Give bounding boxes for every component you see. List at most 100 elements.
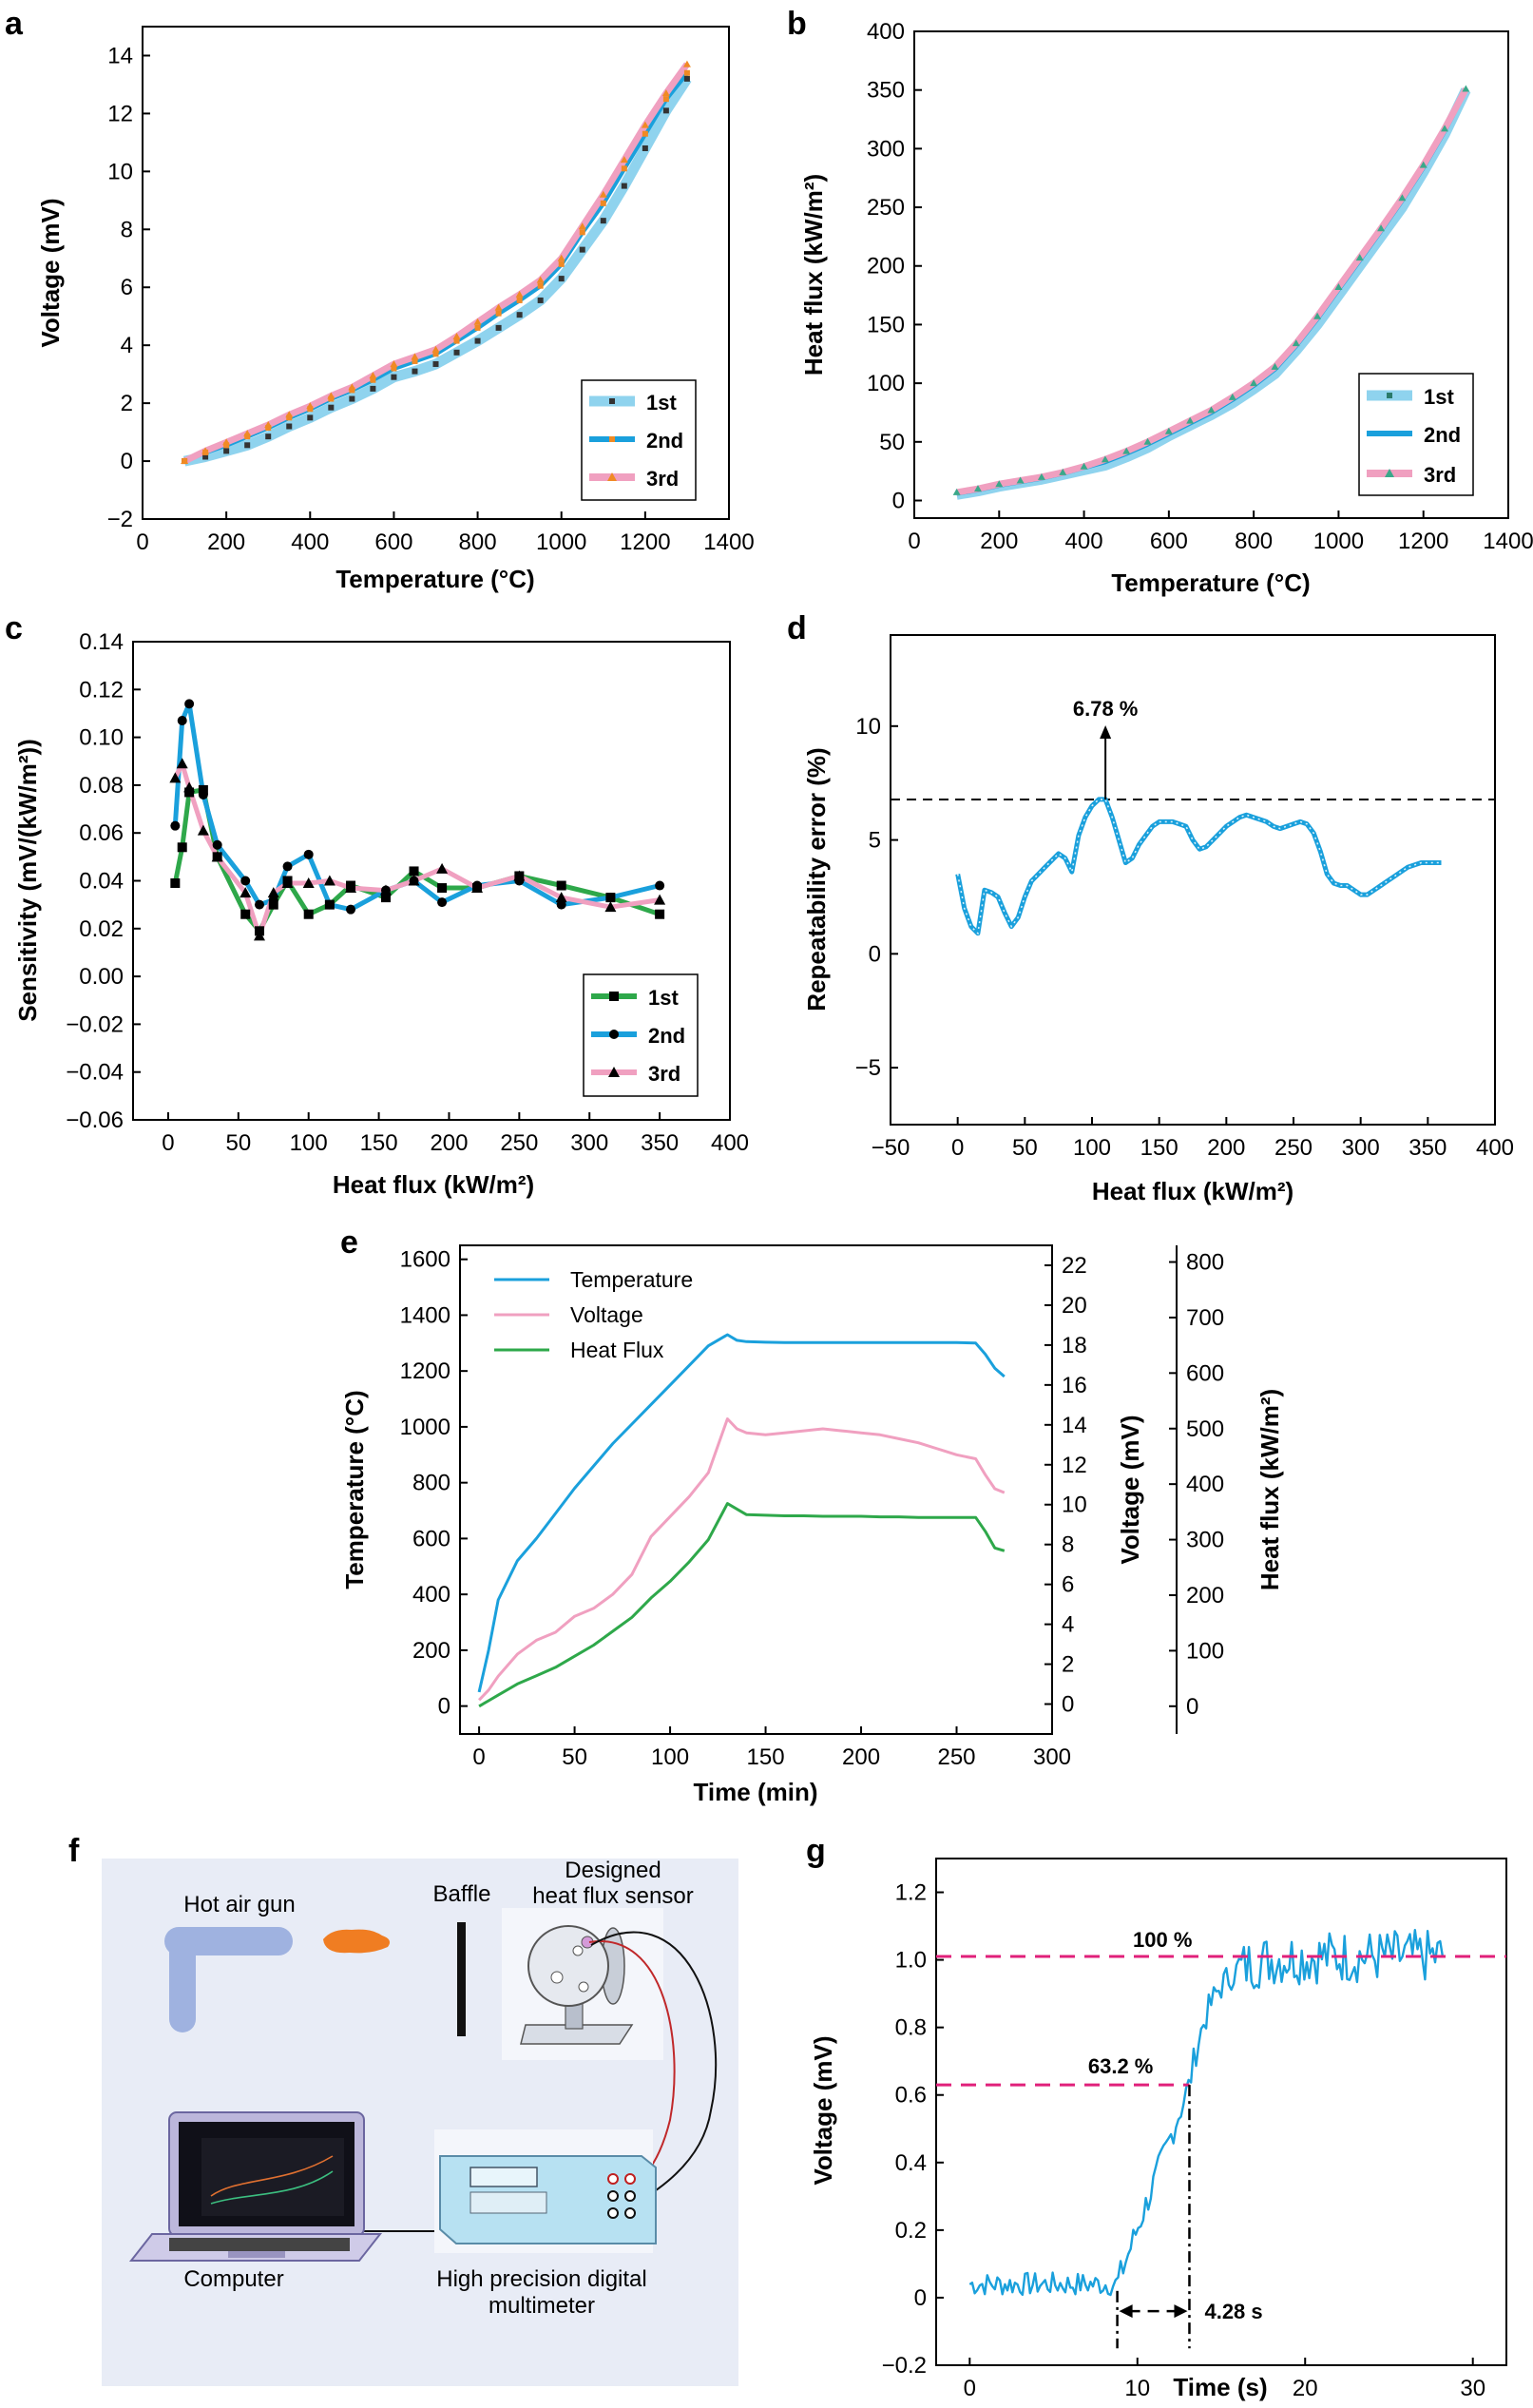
legend-label-b-2nd: 2nd [1424, 423, 1461, 447]
point-b-3rd [1441, 125, 1449, 132]
series-line-d-inner [956, 799, 1442, 935]
point-a-1st [307, 414, 314, 421]
y-tick-label-g: 1.0 [895, 1948, 927, 1974]
y-tick-label-b: 400 [867, 19, 905, 45]
point-b-3rd [1143, 437, 1152, 445]
y-tick-label-g: 0.8 [895, 2015, 927, 2041]
point-a-3rd [661, 89, 670, 97]
x-tick-label-c: 150 [360, 1130, 398, 1156]
panel-c-sensitivity: c 0 50 100 150 200 250 300 350 400 −0.06 −0.04 −0.0… [5, 610, 749, 1199]
point-a-1st [370, 385, 376, 392]
point-a-2nd [307, 406, 314, 413]
y-tick-label-e-volt: 6 [1062, 1572, 1074, 1598]
label-100-percent: 100 % [1133, 1928, 1192, 1952]
x-axis-label-g: Time (s) [1173, 2373, 1267, 2401]
x-tick-label-g: 10 [1124, 2376, 1150, 2401]
y-tick-label-e-volt: 8 [1062, 1532, 1074, 1558]
label-baffle: Baffle [433, 1881, 491, 1907]
x-tick-label-d: 150 [1140, 1135, 1178, 1161]
point-a-3rd [201, 447, 210, 454]
point-a-3rd [682, 60, 691, 67]
y-tick-label-e-temp: 0 [438, 1694, 450, 1720]
point-a-2nd [600, 200, 606, 206]
point-c-3rd [253, 930, 265, 941]
x-tick-label-d: 100 [1073, 1135, 1111, 1161]
y-tick-label-e-flux: 500 [1186, 1416, 1224, 1442]
label-63.2-percent: 63.2 % [1088, 2054, 1154, 2078]
legend-label-e-voltage: Voltage [570, 1302, 643, 1327]
marks-g [936, 1929, 1506, 2349]
point-c-3rd [513, 870, 526, 881]
y-tick-label-d: 5 [869, 828, 881, 854]
y-tick-label-e-temp: 1000 [400, 1415, 450, 1440]
point-b-3rd [1313, 312, 1322, 319]
panel-a-voltage-vs-temperature: a 0 200 400 600 800 1000 1200 1400−202468101214… [5, 6, 755, 593]
series-line-e-Heat Flux [478, 1502, 1006, 1708]
point-c-2nd [170, 820, 181, 831]
y-tick-label-b: 0 [892, 488, 905, 513]
point-a-1st [516, 312, 523, 318]
point-c-2nd [282, 861, 293, 872]
point-c-2nd [177, 715, 187, 725]
baffle-icon [457, 1922, 466, 2036]
y-tick-label-e-flux: 600 [1186, 1360, 1224, 1386]
y-axis-label-d: Repeatability error (%) [802, 747, 831, 1011]
point-c-2nd [346, 904, 356, 915]
point-c-3rd [379, 884, 392, 896]
point-c-3rd [345, 882, 357, 894]
legend-label-e-heatflux: Heat Flux [570, 1338, 664, 1362]
point-a-3rd [390, 359, 398, 367]
y-tick-label-g: 0.4 [895, 2150, 927, 2176]
legend-label-a-2nd: 2nd [646, 429, 683, 453]
ticks-e: 0 50 100 150 200 250 3000200400600800100012001… [400, 1247, 1224, 1770]
x-tick-label-a: 0 [136, 530, 148, 555]
x-tick-label-d: 0 [951, 1135, 964, 1161]
y-tick-label-b: 50 [879, 430, 905, 455]
series-line-d [955, 797, 1442, 936]
plot-frame-a [142, 26, 730, 520]
point-b-3rd [952, 488, 961, 495]
point-a-2nd [265, 425, 272, 432]
plot-frame-e [459, 1244, 1053, 1735]
point-a-3rd [641, 121, 649, 128]
point-c-2nd [212, 839, 222, 850]
point-c-1st [240, 909, 251, 919]
point-a-3rd [181, 457, 189, 465]
x-tick-label-e: 100 [651, 1744, 689, 1770]
panel-label-g: g [806, 1833, 826, 1869]
y-tick-label-e-flux: 400 [1186, 1472, 1224, 1497]
y-tick-label-b: 100 [867, 371, 905, 396]
point-a-1st [202, 453, 209, 460]
legend-label-a-1st: 1st [646, 391, 677, 414]
point-a-1st [412, 368, 418, 375]
x-tick-label-g: 0 [964, 2376, 976, 2401]
y-tick-label-e-volt: 12 [1062, 1453, 1087, 1478]
arrowhead-left [1119, 2304, 1133, 2319]
point-a-3rd [348, 383, 356, 391]
legend-label-c-1st: 1st [648, 986, 679, 1010]
legend-c: 1st 2nd 3rd [583, 973, 699, 1097]
x-tick-label-a: 200 [207, 530, 245, 555]
x-tick-label-d: 400 [1476, 1135, 1514, 1161]
y-axis-label-e-voltage: Voltage (mV) [1116, 1416, 1144, 1565]
y-tick-label-e-volt: 0 [1062, 1692, 1074, 1718]
y-tick-label-e-temp: 1400 [400, 1302, 450, 1328]
point-a-1st [453, 349, 460, 356]
point-a-2nd [621, 165, 627, 172]
x-tick-label-c: 200 [430, 1130, 468, 1156]
point-a-1st [391, 374, 397, 380]
marks-b [952, 85, 1471, 500]
x-tick-label-e: 150 [747, 1744, 785, 1770]
x-tick-label-d: −50 [872, 1135, 910, 1161]
plot-frame-g [935, 1858, 1507, 2366]
x-tick-label-c: 300 [570, 1130, 608, 1156]
point-b-3rd [1355, 254, 1364, 261]
point-c-1st [177, 842, 187, 853]
x-tick-label-a: 800 [459, 530, 497, 555]
y-tick-label-c: 0.00 [79, 964, 124, 990]
point-a-3rd [599, 190, 607, 198]
point-c-2nd [268, 895, 278, 905]
point-a-2nd [537, 282, 544, 289]
